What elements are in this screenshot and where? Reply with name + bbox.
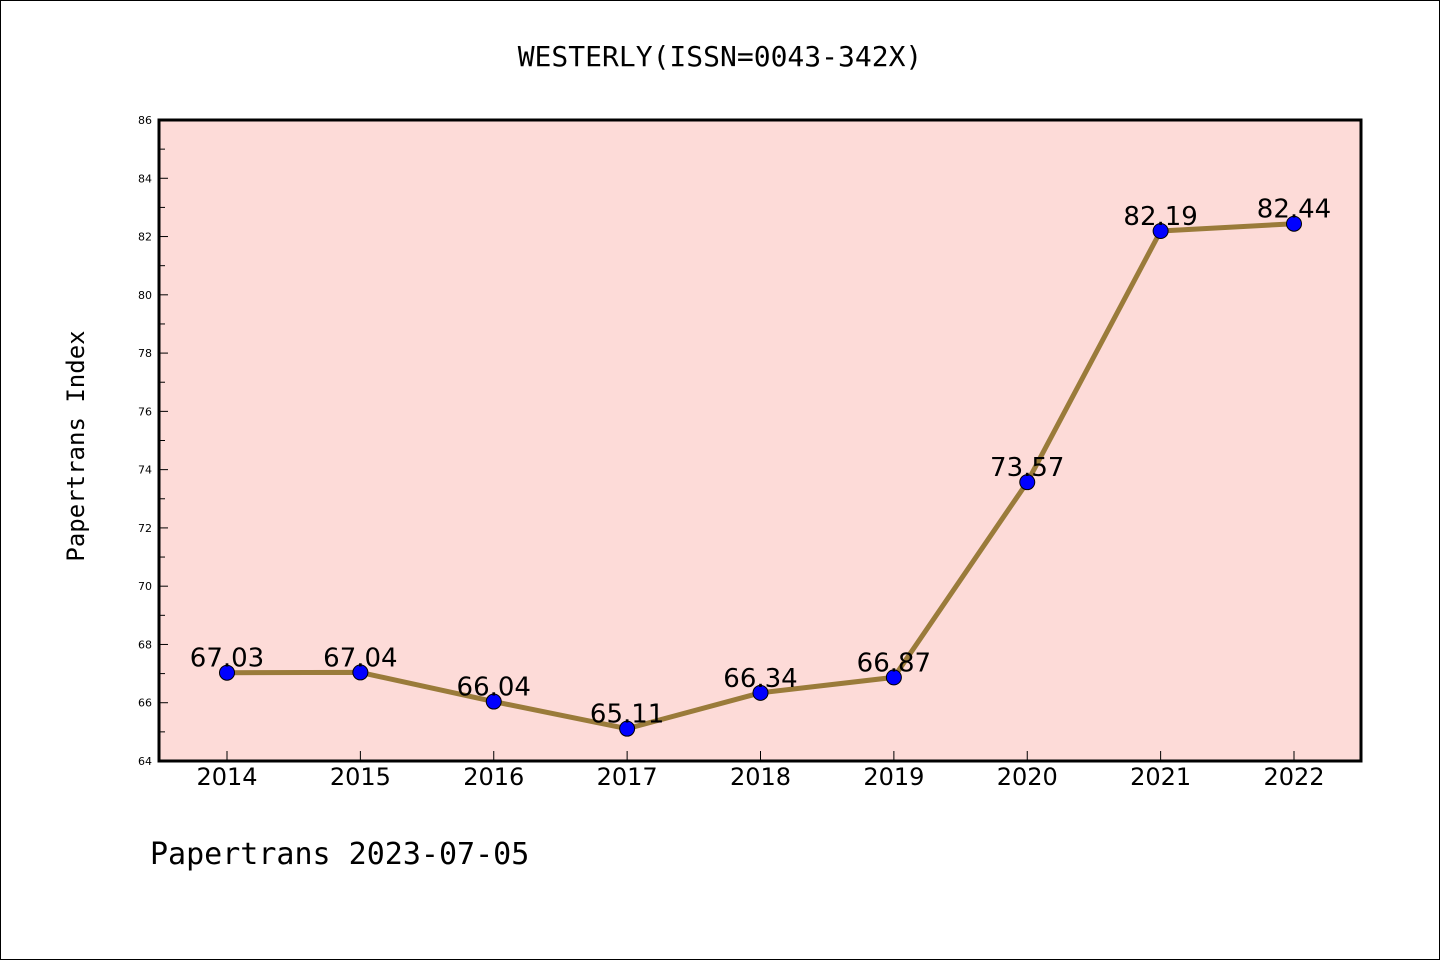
data-label: 66.34 [723,664,797,694]
x-tick-label: 2014 [196,763,257,791]
y-tick-label: 80 [138,289,152,302]
x-tick-label: 2021 [1130,763,1191,791]
y-tick-label: 66 [138,697,152,710]
x-tick-label: 2018 [730,763,791,791]
x-tick-label: 2019 [863,763,924,791]
data-label: 67.04 [323,643,397,673]
data-point [1152,223,1169,240]
x-tick-label: 2016 [463,763,524,791]
y-axis-label: Papertrans Index [62,330,90,561]
data-point [352,664,369,681]
data-label: 73.57 [990,453,1064,483]
data-point [219,664,235,681]
x-tick-label: 2020 [997,763,1058,791]
y-tick-label: 84 [138,172,152,185]
data-label: 65.11 [590,700,664,730]
y-tick-label: 64 [138,755,152,768]
data-point [619,720,636,737]
y-axis: 64 66 68 70 72 74 76 78 80 82 84 86 [138,114,168,768]
footer-date: Papertrans 2023-07-05 [150,837,529,872]
data-label: 82.44 [1257,195,1331,225]
data-label: 66.04 [457,673,531,703]
y-tick-label: 82 [138,231,152,244]
y-tick-label: 86 [138,114,152,127]
y-tick-label: 78 [138,347,152,360]
chart-title: WESTERLY(ISSN=0043-342X) [518,40,923,73]
data-point [752,684,769,701]
y-tick-label: 76 [138,405,152,418]
data-label: 82.19 [1123,202,1197,232]
data-point [885,669,902,686]
data-labels: 67.03 67.04 66.04 65.11 66.34 66.87 73.57 82.19… [190,195,1331,730]
data-point [1019,474,1036,491]
data-label: 66.87 [857,648,931,678]
x-tick-label: 2022 [1263,763,1324,791]
data-label: 67.03 [190,644,264,674]
y-tick-label: 74 [138,464,152,477]
x-axis: 2014 2015 2016 2017 2018 2019 2020 2021 2022 [196,751,1325,791]
x-tick-label: 2017 [597,763,658,791]
x-tick-label: 2015 [330,763,391,791]
data-point [1286,215,1302,232]
y-tick-label: 72 [138,522,152,535]
data-point [485,693,502,710]
data-markers [219,215,1302,737]
y-tick-label: 68 [138,638,152,651]
y-tick-label: 70 [138,580,152,593]
